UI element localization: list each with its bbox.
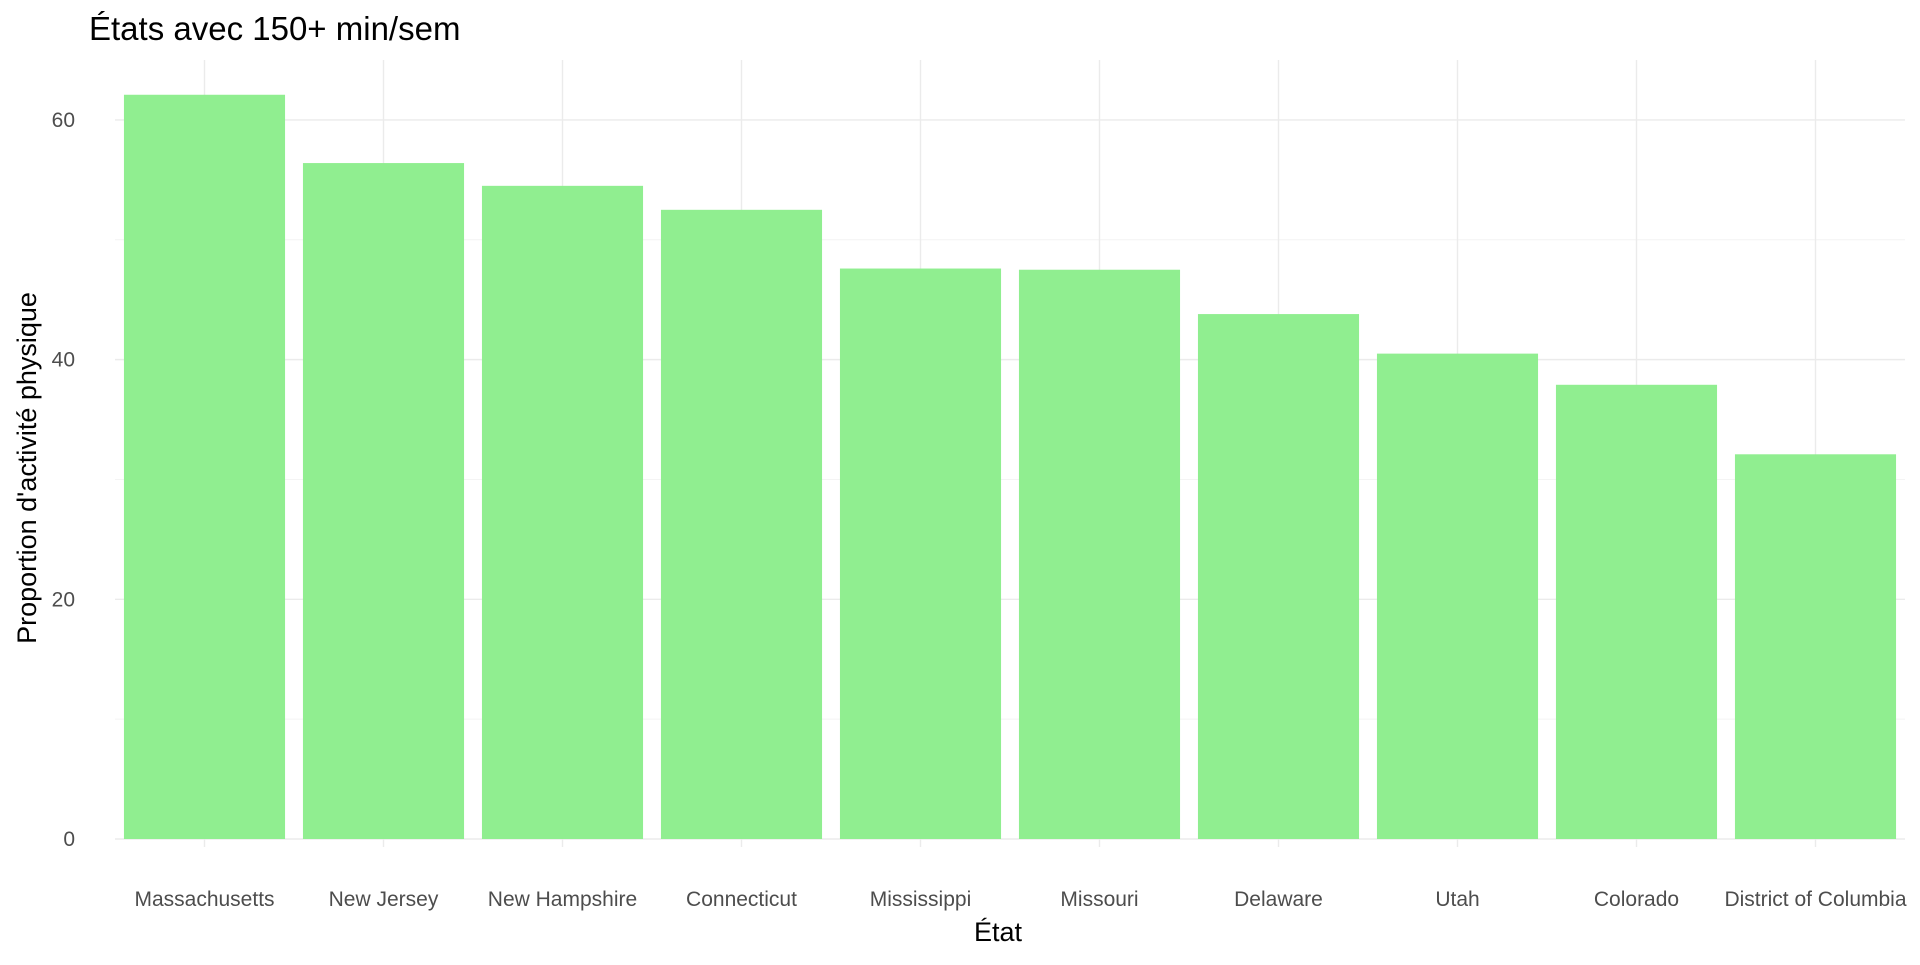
bar: [302, 163, 465, 839]
x-axis-title: État: [974, 917, 1023, 947]
y-tick-label: 0: [63, 828, 75, 851]
bar: [839, 268, 1002, 839]
bars: [123, 94, 1897, 840]
bar: [481, 185, 644, 840]
bar: [1197, 314, 1360, 839]
x-tick-label: District of Columbia: [1724, 888, 1906, 911]
bar: [1376, 353, 1539, 839]
bar: [1555, 384, 1718, 839]
chart-title: États avec 150+ min/sem: [89, 10, 460, 47]
x-tick-label: Missouri: [1060, 888, 1138, 911]
y-tick-label: 40: [52, 349, 75, 372]
tick-labels: 0 20 40 60 Massachusetts New Jersey New Hampsh…: [52, 109, 1907, 911]
x-tick-label: Delaware: [1234, 888, 1323, 911]
y-tick-label: 20: [52, 588, 75, 611]
x-tick-label: New Jersey: [329, 888, 439, 911]
bar: [1734, 454, 1897, 839]
bar: [660, 209, 823, 840]
bar: [1018, 269, 1181, 839]
x-tick-label: Connecticut: [686, 888, 797, 911]
bar: [123, 94, 286, 840]
y-axis-title: Proportion d'activité physique: [12, 292, 42, 644]
y-tick-label: 60: [52, 109, 75, 132]
x-tick-label: Massachusetts: [134, 888, 274, 911]
x-tick-label: Mississippi: [870, 888, 972, 911]
x-tick-label: Colorado: [1594, 888, 1679, 911]
x-tick-label: Utah: [1435, 888, 1479, 911]
x-tick-label: New Hampshire: [488, 888, 637, 911]
